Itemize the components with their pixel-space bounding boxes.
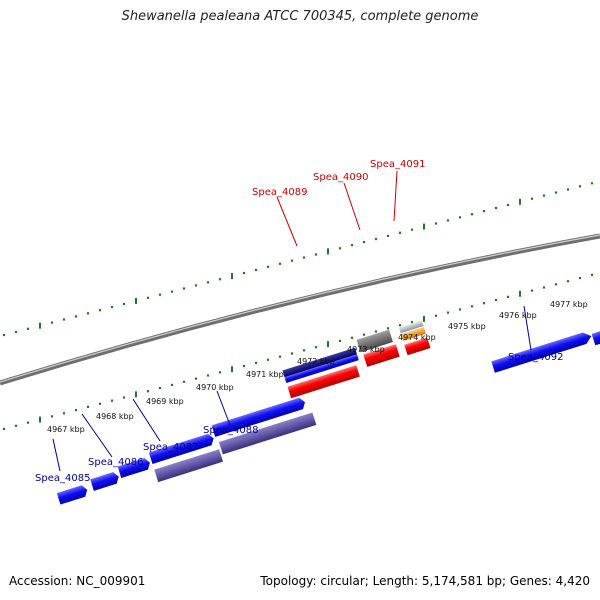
outer-tick-track bbox=[2, 182, 594, 337]
scale-label: 4977 kbp bbox=[550, 300, 588, 309]
gene-block bbox=[363, 344, 400, 367]
gene-label: Spea_4085 bbox=[35, 473, 90, 484]
gene-block bbox=[398, 320, 424, 334]
gene-block bbox=[491, 332, 592, 373]
genome-backbone bbox=[0, 233, 600, 386]
label-leader bbox=[393, 170, 398, 222]
gene-label: Spea_4088 bbox=[203, 425, 258, 436]
gene-label: Spea_4089 bbox=[252, 187, 307, 198]
label-leader bbox=[81, 413, 113, 458]
scale-label: 4970 kbp bbox=[196, 383, 234, 392]
label-leader bbox=[523, 305, 532, 351]
gene-block bbox=[284, 354, 359, 383]
genome-topology: Topology: circular; Length: 5,174,581 bp… bbox=[260, 574, 590, 588]
label-leader bbox=[52, 438, 61, 472]
gene-block bbox=[287, 365, 360, 399]
scale-label: 4968 kbp bbox=[96, 412, 134, 421]
label-leader bbox=[132, 398, 161, 442]
gene-blocks bbox=[56, 320, 600, 505]
gene-block bbox=[400, 327, 426, 341]
gene-block bbox=[90, 472, 119, 491]
accession-number: Accession: NC_009901 bbox=[9, 574, 146, 588]
label-leader bbox=[343, 182, 361, 231]
scale-label: 4975 kbp bbox=[448, 322, 486, 331]
scale-labels: 4967 kbp 4968 kbp 4969 kbp 4970 kbp 4971 kbp… bbox=[47, 300, 588, 434]
scale-label: 4973 kbp bbox=[347, 345, 385, 354]
scale-label: 4967 kbp bbox=[47, 425, 85, 434]
gene-block bbox=[404, 337, 431, 356]
gene-block bbox=[117, 458, 150, 478]
gene-block bbox=[356, 329, 393, 353]
gene-label: Spea_4086 bbox=[88, 457, 143, 468]
label-leader bbox=[276, 196, 298, 247]
gene-block bbox=[56, 485, 88, 505]
gene-block bbox=[282, 347, 357, 378]
scale-label: 4974 kbp bbox=[398, 333, 436, 342]
genome-backbone-highlight bbox=[0, 234, 600, 383]
inner-tick-track bbox=[2, 273, 594, 431]
gene-label: Spea_4092 bbox=[508, 352, 563, 363]
scale-label: 4976 kbp bbox=[499, 311, 537, 320]
gene-block bbox=[148, 433, 214, 464]
map-title: Shewanella pealeana ATCC 700345, complet… bbox=[121, 9, 479, 24]
gene-label: Spea_4090 bbox=[313, 172, 368, 183]
scale-label: 4971 kbp bbox=[246, 370, 284, 379]
gene-block bbox=[154, 449, 224, 483]
label-leaders bbox=[52, 170, 532, 472]
gene-block bbox=[211, 397, 305, 437]
scale-label: 4969 kbp bbox=[146, 397, 184, 406]
scale-label: 4972 kbp bbox=[297, 357, 335, 366]
label-leader bbox=[216, 390, 231, 426]
gene-block bbox=[218, 412, 317, 455]
gene-label: Spea_4087 bbox=[143, 442, 198, 453]
gene-label: Spea_4091 bbox=[370, 159, 425, 170]
gene-block bbox=[591, 321, 600, 346]
